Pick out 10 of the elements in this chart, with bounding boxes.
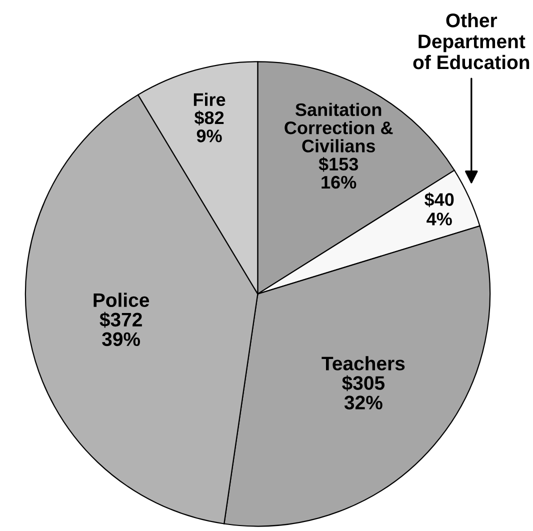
slice-label: Police <box>94 292 150 308</box>
data-label: $40 4% <box>424 192 454 226</box>
data-label: $372 39% <box>100 312 142 346</box>
slice-label: Teachers <box>322 356 405 370</box>
data-label: $153 16% <box>318 156 358 189</box>
slice-label: Sanitation Correction & Civilians <box>284 102 393 152</box>
data-label: $305 32% <box>342 375 385 410</box>
slice-label: Fire <box>194 92 226 106</box>
data-label: $82 9% <box>194 110 224 142</box>
slice-label: Other Department of Education <box>413 13 530 70</box>
